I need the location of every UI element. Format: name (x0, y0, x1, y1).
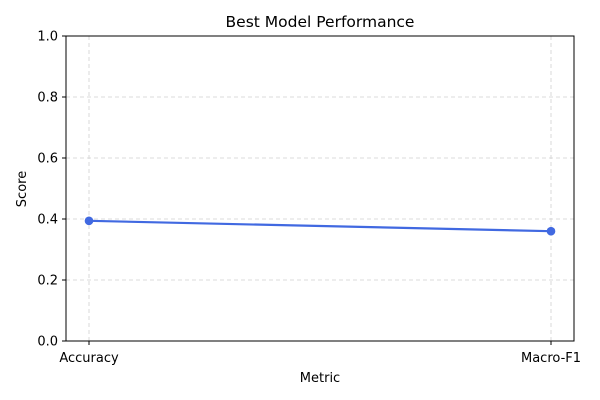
data-point-accuracy (84, 216, 94, 226)
axes-layer: 0.0 0.2 0.4 0.6 0.8 1.0 Accuracy Macro-F1 (37, 30, 581, 367)
x-tick-label: Accuracy (59, 351, 119, 366)
y-tick-label: 1.0 (37, 30, 58, 45)
y-tick-label: 0.2 (37, 274, 58, 289)
data-point-macro-f1 (546, 226, 556, 236)
y-axis-label: Score (15, 171, 30, 207)
chart-title: Best Model Performance (226, 13, 415, 31)
y-tick-label: 0.4 (37, 213, 58, 228)
series-layer (84, 216, 556, 236)
series-line (87, 219, 553, 233)
y-tick-label: 0.6 (37, 152, 58, 167)
grid-layer (66, 35, 574, 342)
x-tick-label: Macro-F1 (521, 351, 581, 366)
x-axis-label: Metric (300, 371, 340, 386)
plot-frame (65, 35, 575, 342)
y-tick-label: 0.8 (37, 91, 58, 106)
y-tick-label: 0.0 (37, 335, 58, 350)
